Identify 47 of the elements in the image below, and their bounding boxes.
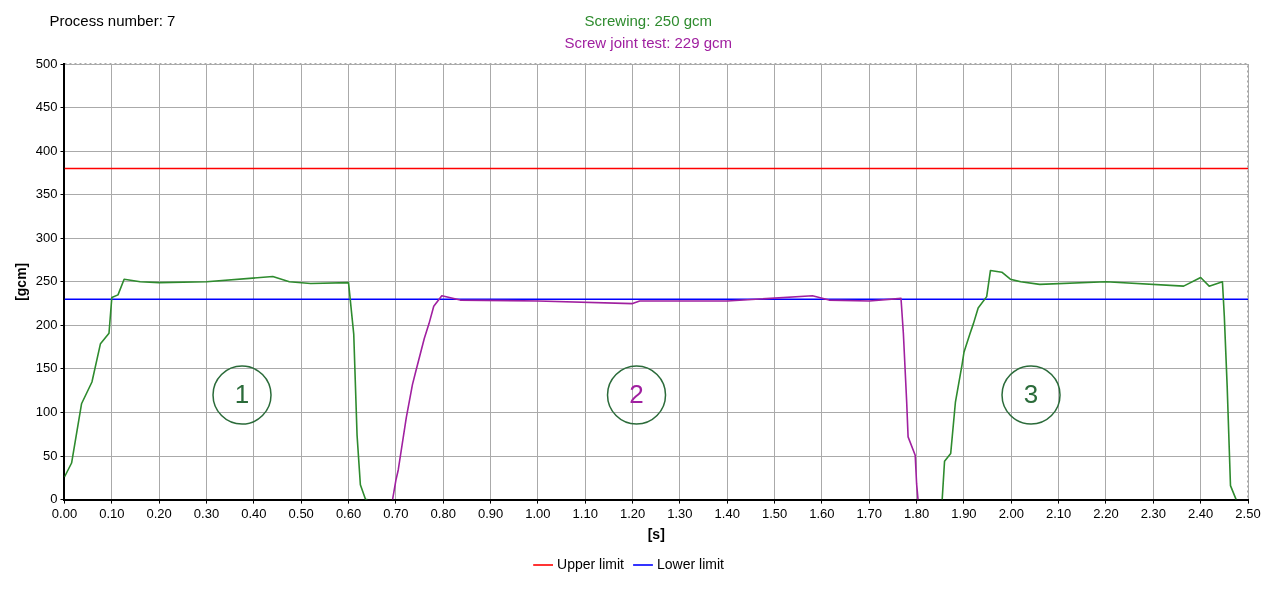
- y-tick-label: 400: [35, 142, 58, 158]
- x-tick-label: 0.90: [477, 505, 504, 521]
- x-tick-label: 2.00: [998, 505, 1024, 521]
- x-tick-label: 1.90: [951, 505, 977, 521]
- annotation: 3: [1023, 379, 1039, 410]
- x-tick-label: 2.10: [1045, 505, 1072, 521]
- x-tick-label: 1.20: [619, 505, 646, 521]
- legend-label: Upper limit: [557, 555, 625, 572]
- x-tick-label: 1.10: [572, 505, 598, 521]
- x-axis-title: [s]: [647, 526, 665, 543]
- text: Screw joint test: 229 gcm: [564, 34, 733, 52]
- x-tick-label: 2.30: [1140, 505, 1166, 521]
- y-tick-label: 100: [35, 404, 58, 420]
- legend-label: Lower limit: [657, 555, 725, 572]
- x-tick-label: 1.50: [761, 505, 788, 521]
- text: Screwing: 250 gcm: [584, 12, 713, 30]
- y-tick-label: 50: [43, 447, 58, 463]
- x-tick-label: 0.10: [99, 505, 125, 521]
- annotation: 1: [234, 379, 250, 410]
- x-tick-label: 1.40: [714, 505, 740, 521]
- x-tick-label: 2.50: [1235, 505, 1261, 521]
- x-tick-label: 0.00: [51, 505, 78, 521]
- x-tick-label: 1.80: [903, 505, 930, 521]
- x-tick-label: 0.70: [383, 505, 409, 521]
- y-axis-title: [gcm]: [13, 262, 30, 301]
- x-tick-label: 0.60: [335, 505, 362, 521]
- y-tick-label: 0: [50, 491, 58, 507]
- y-tick-label: 450: [35, 99, 58, 115]
- y-tick-label: 500: [35, 55, 58, 71]
- x-tick-label: 1.00: [525, 505, 551, 521]
- y-tick-label: 150: [35, 360, 58, 376]
- x-tick-label: 2.20: [1093, 505, 1119, 521]
- x-tick-label: 0.80: [430, 505, 456, 521]
- x-tick-label: 0.20: [146, 505, 172, 521]
- x-tick-label: 1.70: [856, 505, 882, 521]
- x-tick-label: 0.30: [193, 505, 220, 521]
- y-tick-label: 200: [35, 316, 58, 332]
- y-tick-label: 250: [35, 273, 58, 289]
- x-tick-label: 1.30: [667, 505, 693, 521]
- x-tick-label: 0.50: [288, 505, 314, 521]
- x-tick-label: 0.40: [241, 505, 267, 521]
- annotation: 2: [629, 379, 644, 410]
- y-tick-label: 300: [35, 229, 58, 245]
- x-tick-label: 1.60: [809, 505, 835, 521]
- y-tick-label: 350: [35, 186, 58, 202]
- chart-title: Process number: 7: [49, 12, 176, 30]
- x-tick-label: 2.40: [1188, 505, 1214, 521]
